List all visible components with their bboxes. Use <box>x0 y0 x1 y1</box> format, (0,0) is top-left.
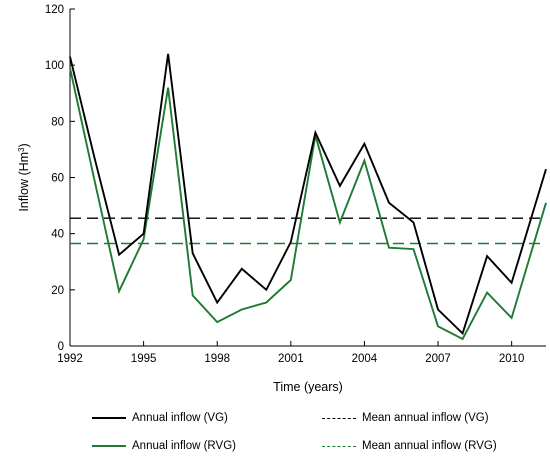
series-line-annual-inflow-rvg <box>69 67 547 341</box>
y-tick-label: 80 <box>51 116 64 128</box>
y-axis-title-end: ) <box>17 143 31 147</box>
y-axis-title-main: Inflow (Hm <box>17 152 31 212</box>
y-tick-label: 100 <box>45 60 64 72</box>
x-tick-label: 2004 <box>352 353 378 365</box>
x-tick-label: 2007 <box>425 353 451 365</box>
y-tick-label: 60 <box>51 173 64 185</box>
series-line-annual-inflow-vg <box>69 53 547 336</box>
y-axis-title-superscript: 3 <box>17 147 26 152</box>
plot-area: 0 20 40 60 80 100 120 1992 1995 1998 2001 2004 2007 2… <box>45 4 547 365</box>
x-tick-label: 1995 <box>131 353 157 365</box>
y-axis-title: Inflow (Hm3) <box>17 143 32 211</box>
y-tick-label: 40 <box>51 229 64 241</box>
x-tick-label: 2001 <box>278 353 304 365</box>
y-tick-label: 120 <box>45 4 64 16</box>
x-tick-label: 1992 <box>57 353 83 365</box>
y-tick-label: 20 <box>51 285 64 297</box>
x-tick-label: 1998 <box>204 353 230 365</box>
x-tick-label: 2010 <box>499 353 525 365</box>
x-axis-title: Time (years) <box>273 380 343 394</box>
y-tick-label: 0 <box>58 341 64 353</box>
